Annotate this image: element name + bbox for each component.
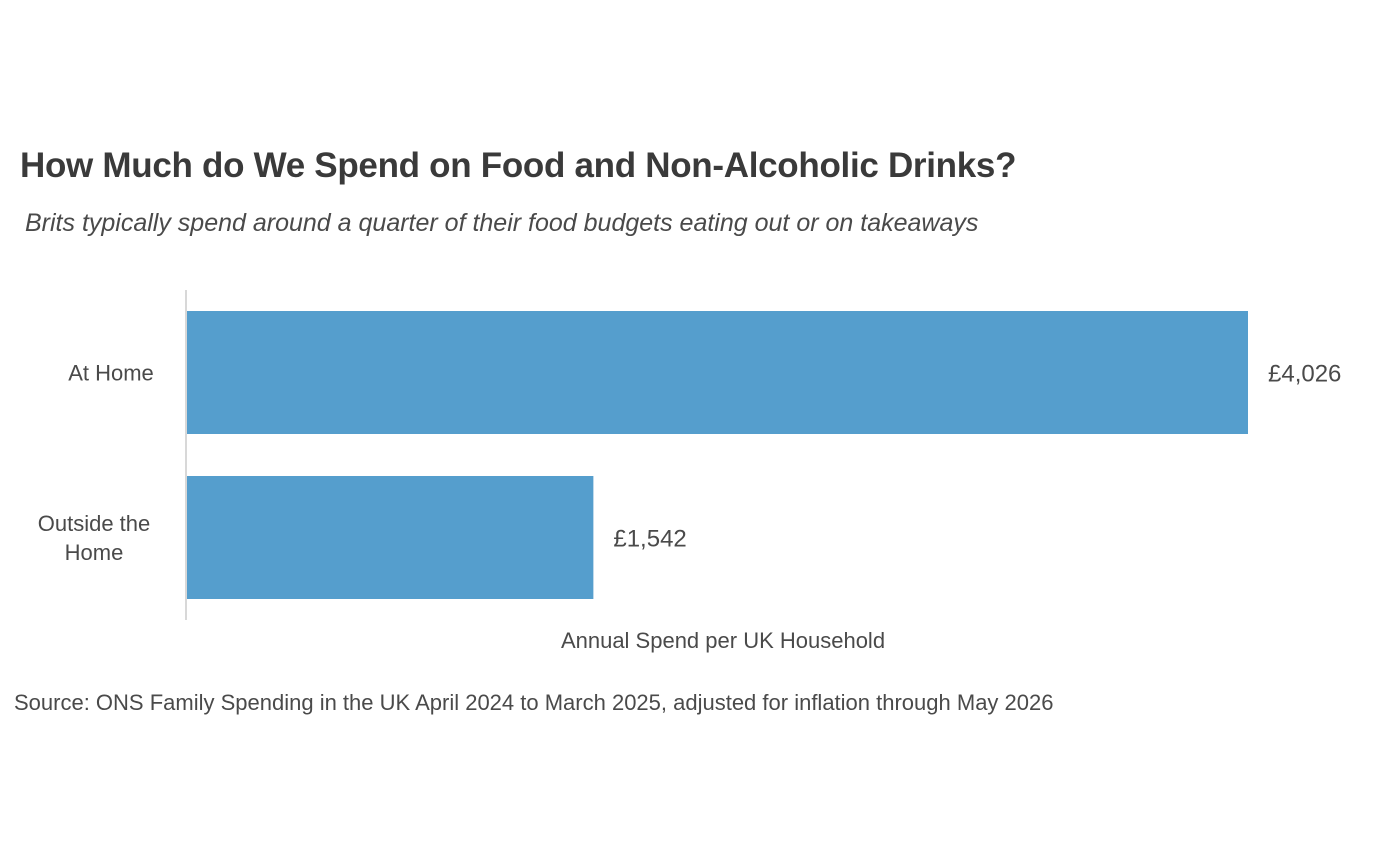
bars-layer: £4,026 At Home £1,542 Outside the Home (38, 311, 1341, 599)
category-label: At Home (68, 361, 154, 386)
bar-1 (187, 476, 594, 599)
bar-value-label: £1,542 (613, 526, 686, 553)
category-label-line: Home (65, 540, 124, 565)
chart-title: How Much do We Spend on Food and Non-Alc… (20, 146, 1017, 185)
category-label-line: At Home (68, 361, 154, 386)
x-axis-title: Annual Spend per UK Household (561, 628, 885, 653)
source-note: Source: ONS Family Spending in the UK Ap… (14, 690, 1054, 715)
bar-0 (187, 311, 1248, 434)
bar-value-label: £4,026 (1268, 361, 1341, 388)
category-label: Outside the Home (38, 511, 151, 565)
chart-subtitle: Brits typically spend around a quarter o… (25, 209, 979, 237)
category-label-line: Outside the (38, 511, 151, 536)
